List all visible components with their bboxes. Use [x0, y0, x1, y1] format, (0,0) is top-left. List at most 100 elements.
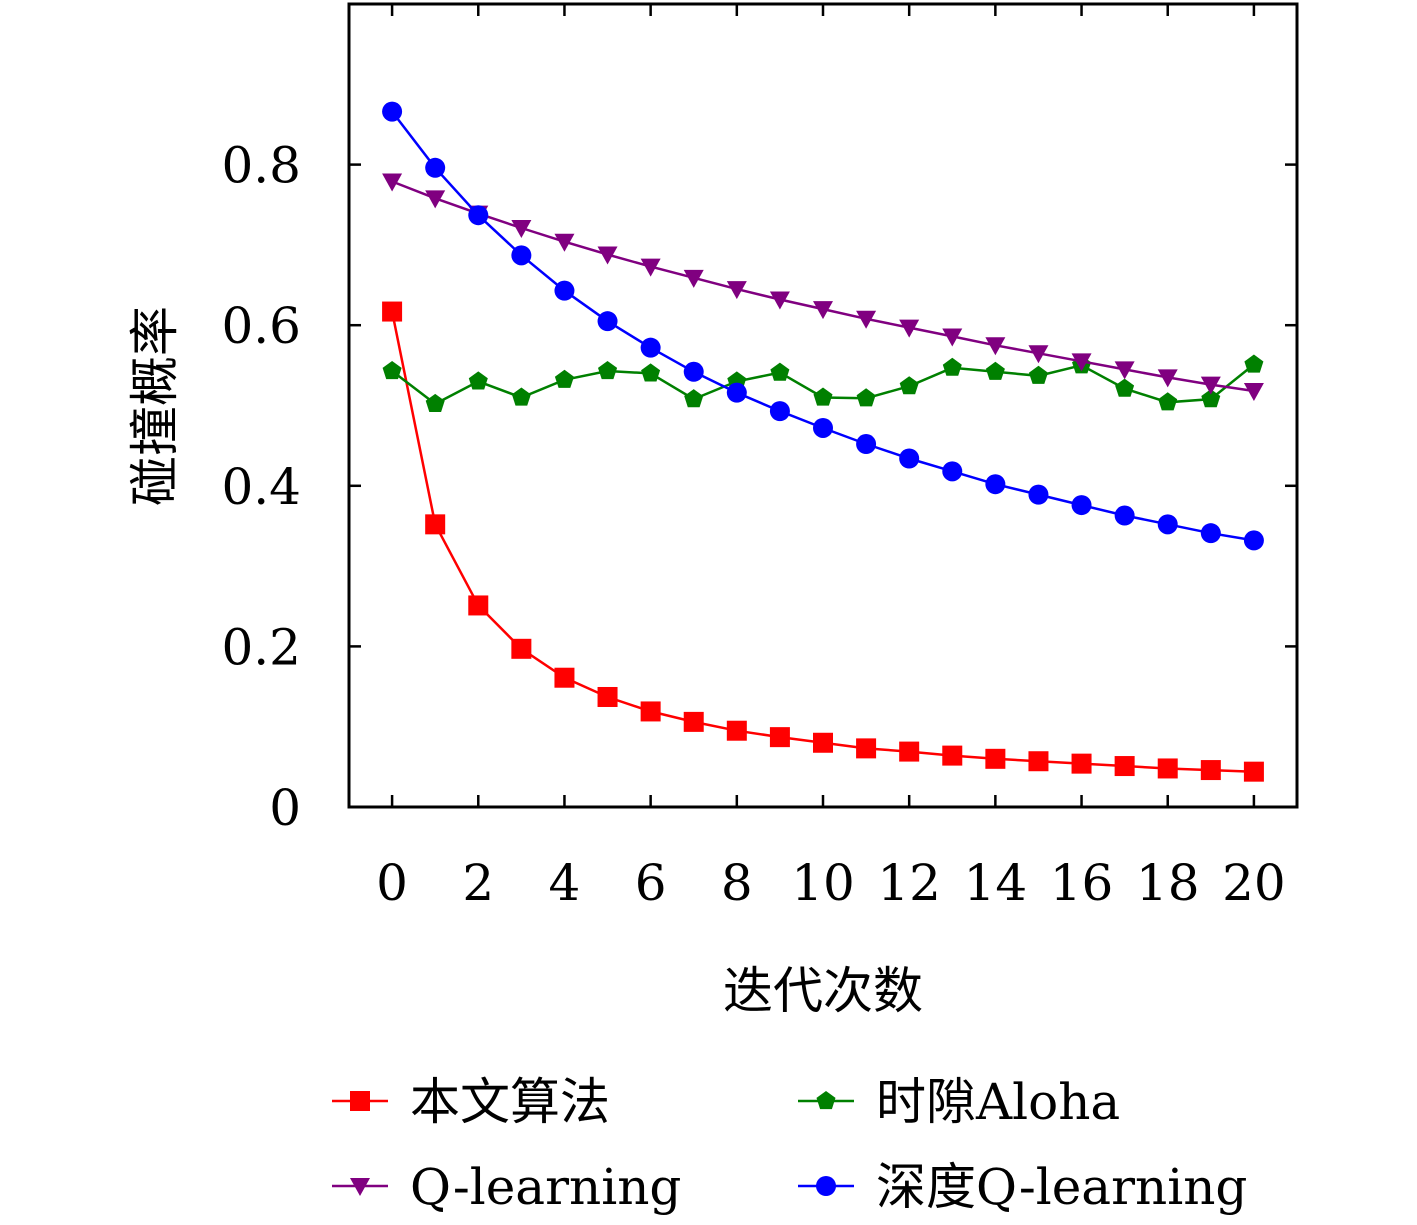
data-point — [1243, 761, 1264, 782]
data-point — [425, 393, 445, 412]
data-point — [1157, 369, 1178, 388]
data-point — [1115, 378, 1135, 397]
series-layer — [382, 101, 1264, 782]
data-point — [425, 190, 446, 209]
x-tick-label: 4 — [549, 854, 581, 912]
data-point — [640, 258, 661, 277]
x-axis: 0 2 4 6 8 10 12 14 16 18 20 — [376, 4, 1286, 912]
legend-label: 深度Q-learning — [876, 1158, 1247, 1216]
data-point — [1071, 353, 1092, 372]
data-point — [769, 291, 790, 310]
data-point — [942, 328, 963, 347]
legend-marker — [816, 1091, 836, 1110]
data-point — [985, 361, 1005, 380]
y-tick-label: 0.8 — [221, 137, 301, 195]
data-point — [899, 448, 920, 469]
data-point — [511, 387, 531, 406]
legend-label: 时隙Aloha — [876, 1073, 1120, 1131]
x-tick-label: 6 — [635, 854, 667, 912]
data-point — [684, 389, 704, 408]
legend-label: 本文算法 — [410, 1073, 610, 1131]
legend-marker — [350, 1178, 370, 1196]
x-tick-label: 12 — [877, 854, 941, 912]
data-point — [597, 246, 618, 265]
data-point — [511, 245, 532, 266]
x-tick-label: 20 — [1222, 854, 1286, 912]
legend-item: Q-learning — [332, 1158, 681, 1216]
data-point — [770, 362, 790, 381]
y-tick-label: 0 — [269, 779, 301, 837]
data-point — [899, 319, 920, 338]
data-point — [511, 220, 532, 239]
data-point — [683, 361, 704, 382]
data-point — [683, 711, 704, 732]
legend-item: 本文算法 — [332, 1073, 610, 1131]
data-point — [1114, 505, 1135, 526]
y-tick-label: 0.6 — [221, 297, 301, 355]
data-point — [942, 357, 962, 376]
data-point — [468, 371, 488, 390]
data-point — [382, 101, 403, 122]
data-point — [985, 474, 1006, 495]
data-point — [468, 595, 489, 616]
data-point — [598, 361, 618, 380]
data-point — [769, 727, 790, 748]
data-point — [1071, 495, 1092, 516]
data-point — [813, 417, 833, 438]
data-point — [382, 173, 403, 192]
y-tick-label: 0.4 — [221, 458, 301, 516]
data-point — [640, 701, 661, 722]
data-point — [1114, 361, 1135, 380]
data-point — [597, 311, 618, 332]
data-point — [1028, 484, 1049, 505]
data-point — [425, 514, 446, 535]
series-4 — [382, 101, 1264, 551]
data-point — [640, 337, 661, 358]
data-point — [1244, 354, 1264, 373]
series-line — [391, 180, 1255, 393]
data-point — [1200, 376, 1221, 395]
series-1 — [382, 301, 1264, 782]
x-tick-label: 16 — [1050, 854, 1114, 912]
legend-label: Q-learning — [410, 1158, 681, 1216]
series-2 — [382, 354, 1264, 412]
x-tick-label: 2 — [462, 854, 494, 912]
data-point — [1114, 756, 1135, 777]
data-point — [683, 269, 704, 288]
legend-marker — [350, 1091, 370, 1111]
data-point — [382, 361, 402, 380]
x-tick-label: 14 — [964, 854, 1028, 912]
data-point — [813, 387, 833, 406]
x-tick-label: 8 — [721, 854, 753, 912]
data-point — [1028, 365, 1048, 384]
data-point — [985, 337, 1006, 356]
x-tick-label: 18 — [1136, 854, 1200, 912]
series-3 — [382, 173, 1264, 402]
data-point — [382, 301, 403, 322]
data-point — [1157, 758, 1178, 779]
data-point — [1158, 392, 1178, 411]
x-tick-label: 10 — [791, 854, 855, 912]
data-point — [425, 157, 446, 178]
data-point — [1201, 389, 1221, 408]
y-axis-title: 碰撞概率 — [126, 306, 184, 506]
data-point — [899, 741, 920, 762]
data-point — [554, 233, 575, 252]
data-point — [554, 667, 575, 688]
data-point — [769, 401, 790, 422]
data-point — [813, 732, 833, 753]
data-point — [813, 301, 833, 320]
data-point — [468, 205, 489, 226]
data-point — [856, 310, 877, 329]
data-point — [899, 376, 919, 395]
data-point — [856, 738, 877, 759]
data-point — [1243, 383, 1264, 402]
legend: 本文算法 时隙Aloha Q-learning 深度Q-learning — [332, 1073, 1247, 1216]
data-point — [942, 745, 963, 766]
data-point — [856, 434, 877, 455]
data-point — [554, 280, 575, 301]
data-point — [641, 363, 661, 382]
data-point — [942, 461, 963, 482]
x-axis-title: 迭代次数 — [723, 962, 923, 1020]
